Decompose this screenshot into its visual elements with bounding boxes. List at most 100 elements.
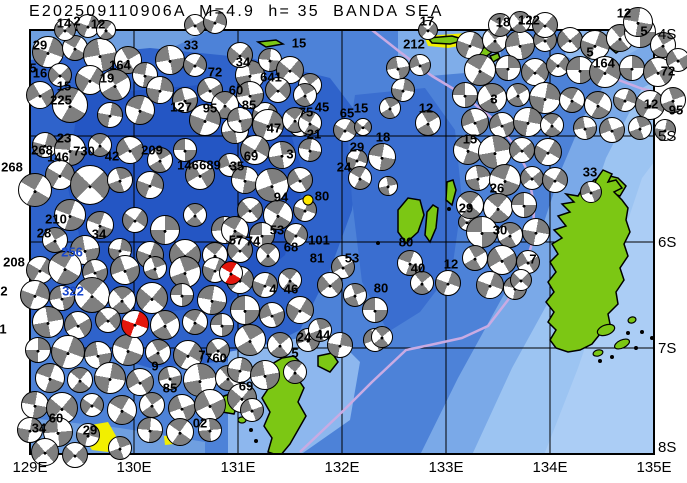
focal-mechanism-beachball [166,418,194,446]
depth-label: 15 [291,35,307,51]
depth-label: 28 [36,225,52,241]
focal-mechanism-beachball [94,362,126,394]
depth-label: 19 [99,70,115,86]
depth-label: 33 [582,164,598,180]
focal-mechanism-beachball [250,360,280,390]
focal-mechanism-beachball [97,102,123,128]
focal-mechanism-beachball [308,318,332,342]
depth-label: 9 [151,358,159,374]
focal-mechanism-beachball [542,167,568,193]
depth-label: 53 [344,250,360,266]
focal-mechanism-beachball [379,97,401,119]
lat-axis-label: 5S [658,128,677,145]
focal-mechanism-beachball [126,368,154,396]
depth-label: 34 [235,54,251,70]
depth-label: 101 [308,232,330,248]
focal-mechanism-beachball [185,160,215,190]
focal-mechanism-beachball [18,173,52,207]
depth-label: 81 [309,250,325,266]
focal-mechanism-beachball [619,55,645,81]
focal-mechanism-beachball [613,88,637,112]
focal-mechanism-beachball [298,138,322,162]
focal-mechanism-beachball [62,442,88,468]
depth-label: 60 [48,410,64,426]
depth-label: 72 [660,63,676,79]
depth-label: 17 [419,13,435,29]
depth-label: 4 [269,281,277,297]
focal-mechanism-beachball [146,76,174,104]
focal-mechanism-beachball [660,87,686,113]
focal-mechanism-beachball [362,297,388,323]
focal-mechanism-beachball [478,135,512,169]
focal-mechanism-beachball [509,137,535,163]
focal-mechanism-beachball [116,136,144,164]
focal-mechanism-beachball [520,166,544,190]
focal-mechanism-beachball [343,283,367,307]
depth-label: 85 [241,97,257,113]
lon-axis-label: 132E [324,459,360,476]
focal-mechanism-beachball [112,334,144,366]
focal-mechanism-beachball [227,42,253,68]
depth-label: 42 [104,148,120,164]
focal-mechanism-beachball [466,216,498,248]
focal-mechanism-beachball [136,282,168,314]
focal-mechanism-beachball [42,227,68,253]
depth-label: 46 [283,281,299,297]
focal-mechanism-beachball [580,181,602,203]
lon-axis-label: 131E [220,459,256,476]
depth-label: 209 [141,142,163,158]
lat-axis-label: 8S [658,439,677,456]
focal-mechanism-beachball [522,218,550,246]
focal-mechanism-beachball [371,326,393,348]
depth-label: 80 [314,188,330,204]
depth-label: 760 [205,350,227,366]
focal-mechanism-beachball [333,118,357,142]
depth-label: 29 [458,200,474,216]
depth-label: 30 [492,222,508,238]
depth-label: 74 [245,233,261,249]
focal-mechanism-beachball [64,311,92,339]
depth-label: 12 [616,5,632,21]
focal-mechanism-beachball [386,56,410,80]
focal-mechanism-beachball [410,271,434,295]
depth-label: 268 [1,159,23,175]
focal-mechanism-beachball [559,87,585,113]
depth-label: 12 [643,96,659,112]
focal-mechanism-beachball [67,367,93,393]
depth-label: 94 [273,189,289,205]
plot-title: E202509110906A M=4.9 h= 35 BANDA SEA [29,3,444,20]
focal-mechanism-beachball [409,54,431,76]
depth-label: 29 [82,422,98,438]
focal-mechanism-beachball [584,91,612,119]
focal-mechanism-beachball [147,147,173,173]
depth-label: 29 [349,139,365,155]
depth-label: 1 [0,321,7,337]
focal-mechanism-beachball [354,118,372,136]
focal-mechanism-beachball [107,395,137,425]
focal-mechanism-beachball [456,31,484,59]
focal-mechanism-beachball [378,176,398,196]
focal-mechanism-beachball [635,90,665,120]
focal-mechanism-beachball [107,167,133,193]
depth-label: 47 [266,120,282,136]
depth-label: 26 [489,180,505,196]
depth-label: 44 [315,327,331,343]
focal-mechanism-beachball [21,391,49,419]
focal-mechanism-beachball [139,392,165,418]
island-tanimbar-main [545,169,631,353]
depth-label: 15 [56,78,72,94]
focal-mechanism-beachball [628,116,652,140]
lon-axis-label: 129E [12,459,48,476]
focal-mechanism-beachball [284,223,308,247]
depth-label: 69 [238,378,254,394]
depth-label: 40 [410,260,426,276]
focal-mechanism-beachball [464,54,496,86]
focal-mechanism-beachball [327,332,353,358]
depth-label: 02 [192,415,208,431]
focal-mechanism-beachball [234,324,266,356]
focal-mechanism-beachball [489,164,521,196]
focal-mechanism-beachball [287,167,313,193]
focal-mechanism-beachball [210,313,234,337]
focal-mechanism-beachball [286,296,314,324]
